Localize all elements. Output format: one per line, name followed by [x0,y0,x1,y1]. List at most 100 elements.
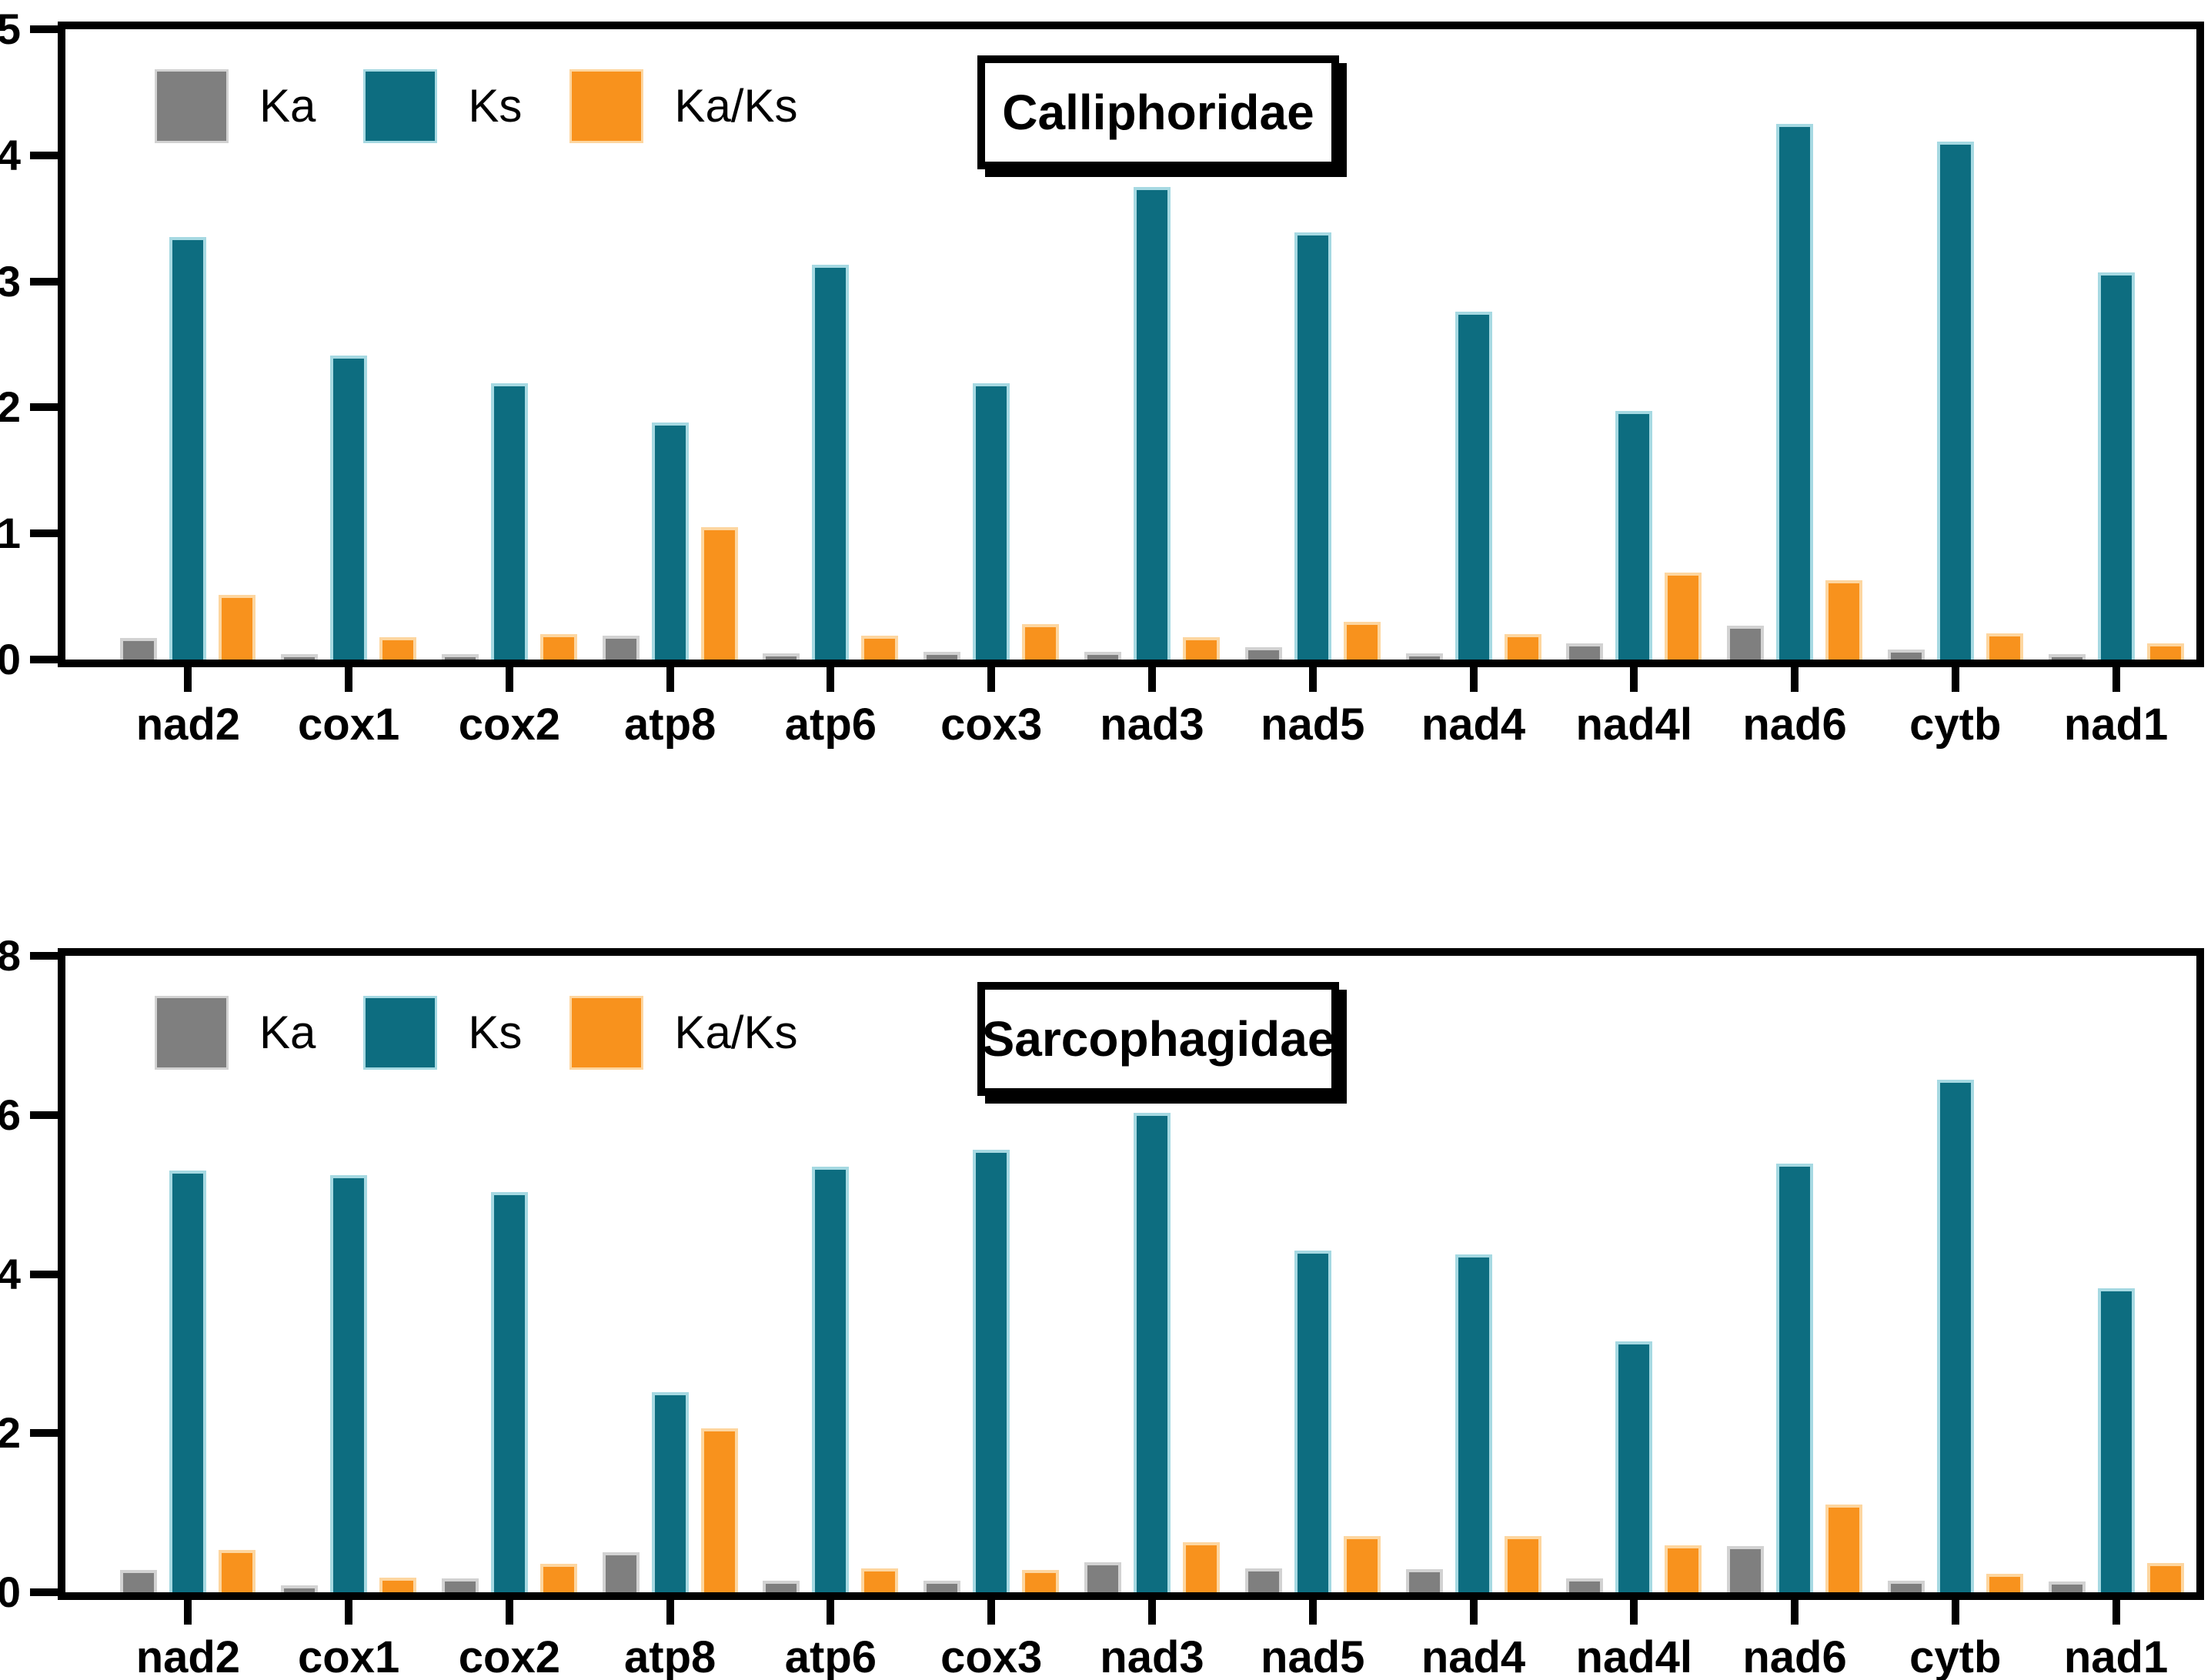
bar-sarcophagidae-nad6-ka-ks [1825,1505,1863,1592]
bar-sarcophagidae-nad6-ks [1776,1163,1814,1592]
x-tick-atp8 [666,1600,674,1625]
bar-calliphoridae-nad3-ka [1084,652,1121,660]
x-tick-atp6 [827,667,835,692]
bar-sarcophagidae-nad4-ka-ks [1504,1535,1541,1592]
x-tick-cox2 [505,667,513,692]
x-label-cox2: cox2 [458,1632,561,1680]
y-tick-label-0.6: 0.6 [0,1090,21,1139]
y-tick-0.0 [30,1588,58,1596]
panel-title-sarcophagidae: Sarcophagidae [977,982,1339,1096]
x-label-nad3: nad3 [1100,1632,1204,1680]
legend-swatch-ka [155,996,229,1070]
y-tick-label-0.4: 0.4 [0,130,21,179]
legend-item-ka: Ka [155,69,316,143]
bar-sarcophagidae-cox1-ka-ks [379,1578,417,1592]
bar-calliphoridae-atp8-ks [651,423,689,660]
legend-label-ka-ks: Ka/Ks [674,1007,798,1058]
x-tick-nad2 [184,667,192,692]
bar-sarcophagidae-cytb-ka-ks [1986,1574,2023,1592]
bar-calliphoridae-nad6-ka-ks [1825,579,1863,660]
bar-group-sarcophagidae-cox2: cox2 [429,956,590,1680]
bar-calliphoridae-cytb-ka-ks [1986,633,2023,660]
bar-group-calliphoridae-cox1: cox1 [269,29,429,747]
x-label-nad2: nad2 [135,700,241,750]
panel-sarcophagidae: 0.8 0.6 0.4 0.2 0.0 nad2 cox1 cox2 atp8 atp6 cox3… [0,934,2204,1680]
legend-swatch-ka-ks [569,996,644,1070]
y-tick-0.5 [30,25,58,33]
plot-area-calliphoridae: 0.5 0.4 0.3 0.2 0.1 0.0 nad2 cox1 cox2 atp8 atp6 c… [0,8,2196,747]
bar-group-sarcophagidae-nad3: nad3 [1072,956,1233,1680]
bar-calliphoridae-nad6-ka [1727,625,1765,660]
x-label-nad4: nad4 [1421,700,1526,750]
bar-group-sarcophagidae-nad2: nad2 [108,956,269,1680]
bar-group-sarcophagidae-nad6: nad6 [1715,956,1875,1680]
legend-label-ks: Ks [468,1007,523,1058]
y-tick-label-0.2: 0.2 [0,1408,21,1458]
x-tick-atp8 [666,667,674,692]
x-label-cox2: cox2 [458,700,561,750]
panel-title-text: Sarcophagidae [981,1011,1335,1067]
x-tick-nad6 [1791,1600,1799,1625]
legend-label-ka: Ka [259,1007,316,1058]
bar-calliphoridae-cox1-ka [281,654,319,660]
bar-sarcophagidae-atp6-ka [763,1580,800,1592]
x-label-nad6: nad6 [1742,1632,1847,1680]
x-tick-cytb [1951,1600,1959,1625]
bar-sarcophagidae-cox2-ks [490,1192,528,1592]
bar-calliphoridae-nad3-ka-ks [1182,636,1220,660]
x-tick-nad5 [1308,667,1317,692]
bar-calliphoridae-atp8-ka [602,635,640,660]
legend-label-ka: Ka [259,80,316,132]
bar-calliphoridae-atp6-ka [763,653,800,660]
legend-item-ka: Ka [155,996,316,1070]
y-tick-0.8 [30,952,58,960]
bar-calliphoridae-cox3-ka-ks [1022,624,1060,660]
bar-sarcophagidae-nad4l-ks [1615,1341,1653,1592]
bar-group-calliphoridae-nad4: nad4 [1393,29,1554,747]
plot-area-sarcophagidae: 0.8 0.6 0.4 0.2 0.0 nad2 cox1 cox2 atp8 atp6 cox3… [0,934,2196,1680]
bars-calliphoridae: nad2 cox1 cox2 atp8 atp6 cox3 nad3 nad5 nad4 nad4… [65,29,2196,747]
bar-calliphoridae-cox2-ka-ks [539,634,577,660]
bar-sarcophagidae-cox2-ka-ks [539,1563,577,1592]
bar-calliphoridae-cox2-ks [490,383,528,660]
x-tick-atp6 [827,1600,835,1625]
bar-sarcophagidae-atp6-ka-ks [861,1568,899,1592]
bar-sarcophagidae-nad3-ks [1133,1112,1171,1592]
bar-sarcophagidae-nad1-ka [2048,1581,2086,1592]
bar-calliphoridae-nad5-ka-ks [1343,621,1381,660]
bar-sarcophagidae-cox3-ks [973,1150,1010,1592]
x-tick-cox2 [505,1600,513,1625]
x-label-atp8: atp8 [624,700,716,750]
bar-group-calliphoridae-nad5: nad5 [1232,29,1393,747]
bar-group-calliphoridae-cox3: cox3 [911,29,1072,747]
bar-sarcophagidae-nad6-ka [1727,1546,1765,1592]
x-label-nad1: nad1 [2063,700,2169,750]
y-tick-label-0.3: 0.3 [0,256,21,306]
bar-sarcophagidae-nad4-ks [1455,1254,1492,1592]
bar-calliphoridae-cytb-ks [1936,141,1974,660]
bar-sarcophagidae-cox1-ks [330,1175,368,1592]
x-tick-nad4 [1469,667,1478,692]
bar-calliphoridae-nad4l-ks [1615,411,1653,660]
bar-calliphoridae-cytb-ka [1887,649,1925,660]
bar-calliphoridae-nad2-ks [169,237,207,660]
x-tick-nad6 [1791,667,1799,692]
bar-sarcophagidae-cytb-ka [1887,1580,1925,1592]
bar-sarcophagidae-nad2-ka [120,1570,158,1592]
bar-sarcophagidae-nad2-ks [169,1171,207,1592]
x-label-nad4l: nad4l [1575,700,1693,750]
bar-calliphoridae-nad4l-ka [1566,643,1604,660]
bar-sarcophagidae-nad3-ka [1084,1561,1121,1592]
legend-calliphoridae: Ka Ks Ka/Ks [155,69,798,143]
x-tick-nad2 [184,1600,192,1625]
x-tick-nad1 [2112,667,2120,692]
bar-sarcophagidae-cox3-ka [923,1580,961,1592]
bar-sarcophagidae-atp8-ks [651,1391,689,1592]
x-tick-nad4l [1630,667,1638,692]
x-label-cytb: cytb [1909,1632,2002,1680]
bar-sarcophagidae-cytb-ks [1936,1080,1974,1592]
bar-group-calliphoridae-cox2: cox2 [429,29,590,747]
x-label-atp6: atp6 [784,1632,877,1680]
x-label-nad4l: nad4l [1575,1632,1693,1680]
y-tick-0.2 [30,403,58,412]
